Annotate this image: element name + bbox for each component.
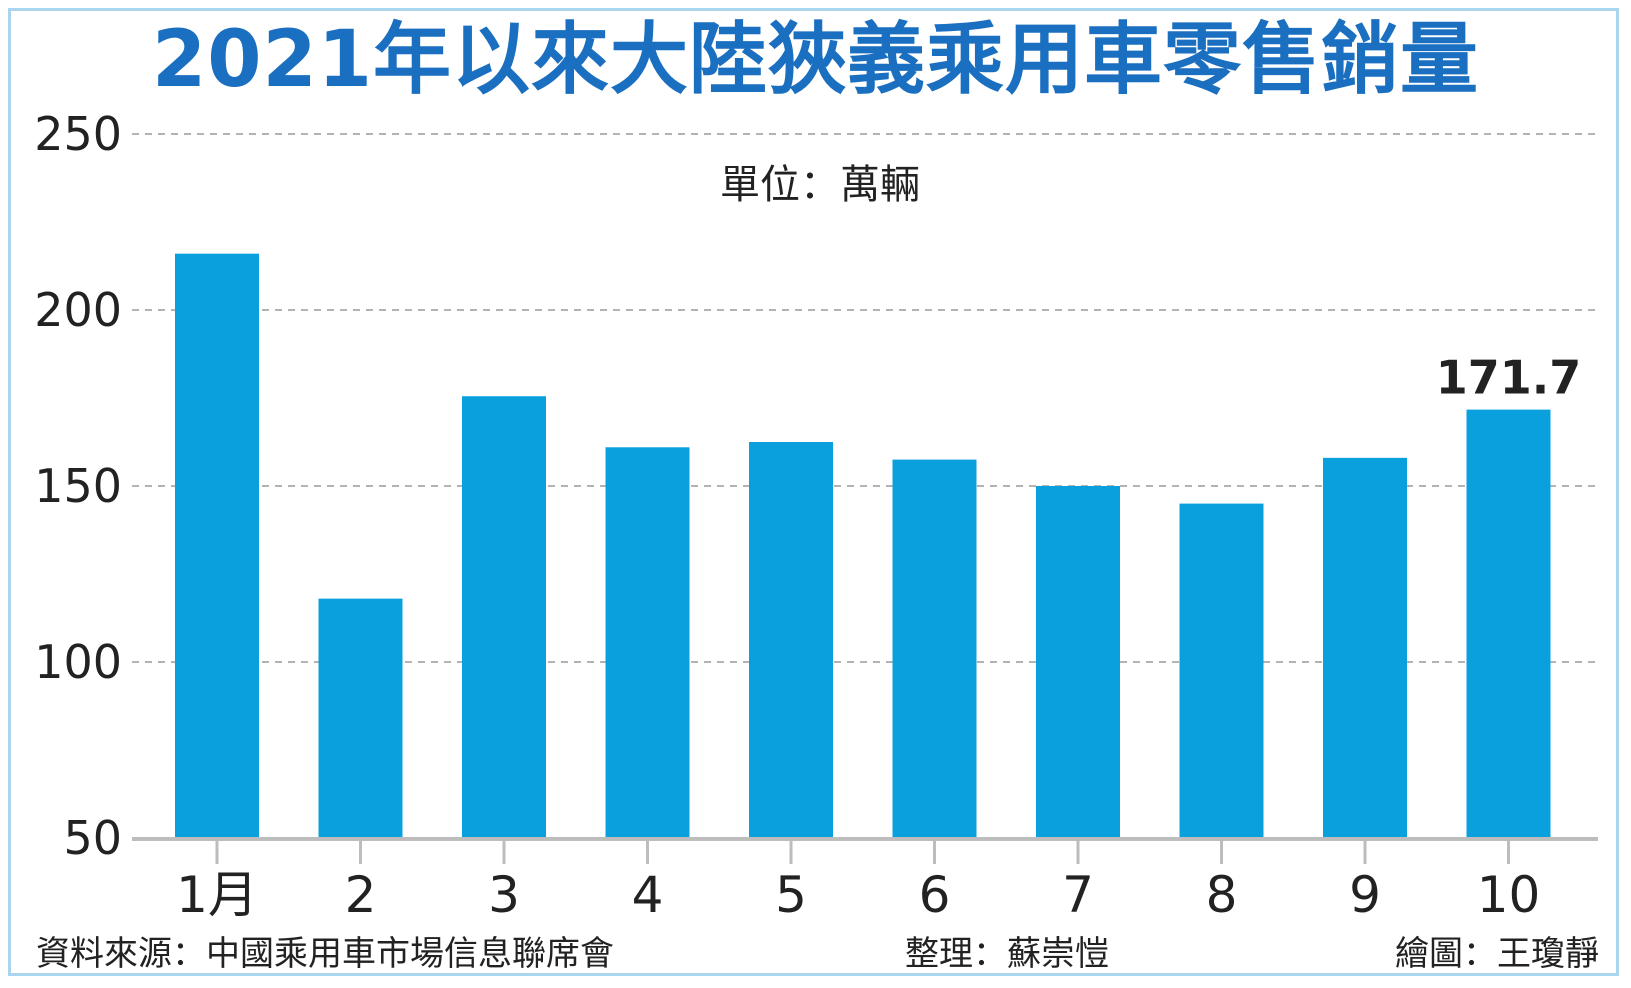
x-tick-label: 7 [1062,866,1094,924]
illustrator-credit: 繪圖：王瓊靜 [1395,934,1599,974]
unit-label: 單位：萬輛 [720,162,920,208]
x-tick-label: 5 [775,866,807,924]
x-tick-label: 8 [1206,866,1238,924]
x-tick-label: 3 [488,866,520,924]
bar [175,253,259,838]
bar [462,396,546,838]
data-label: 171.7 [1436,351,1582,405]
bar [1466,409,1551,838]
x-tick-label: 2 [345,866,377,924]
y-tick-label: 150 [34,459,122,513]
data-source: 資料來源：中國乘用車市場信息聯席會 [36,934,614,974]
bar [318,598,403,838]
x-tick-label: 6 [919,866,951,924]
bar [605,447,690,838]
bar [892,459,977,838]
chart-title: 2021年以來大陸狹義乘用車零售銷量 [151,15,1480,105]
x-tick-label: 10 [1477,866,1541,924]
y-tick-label: 200 [34,283,122,337]
x-tick-label: 1月 [176,866,258,924]
bar [1323,457,1407,838]
editor-credit: 整理：蘇崇愷 [905,934,1109,974]
y-tick-label: 100 [34,635,122,689]
bar [749,442,833,838]
y-tick-label: 250 [34,107,122,161]
y-tick-label: 50 [63,811,122,865]
x-tick-label: 4 [632,866,664,924]
bar [1036,486,1120,838]
bar [1179,503,1264,838]
x-tick-label: 9 [1349,866,1381,924]
